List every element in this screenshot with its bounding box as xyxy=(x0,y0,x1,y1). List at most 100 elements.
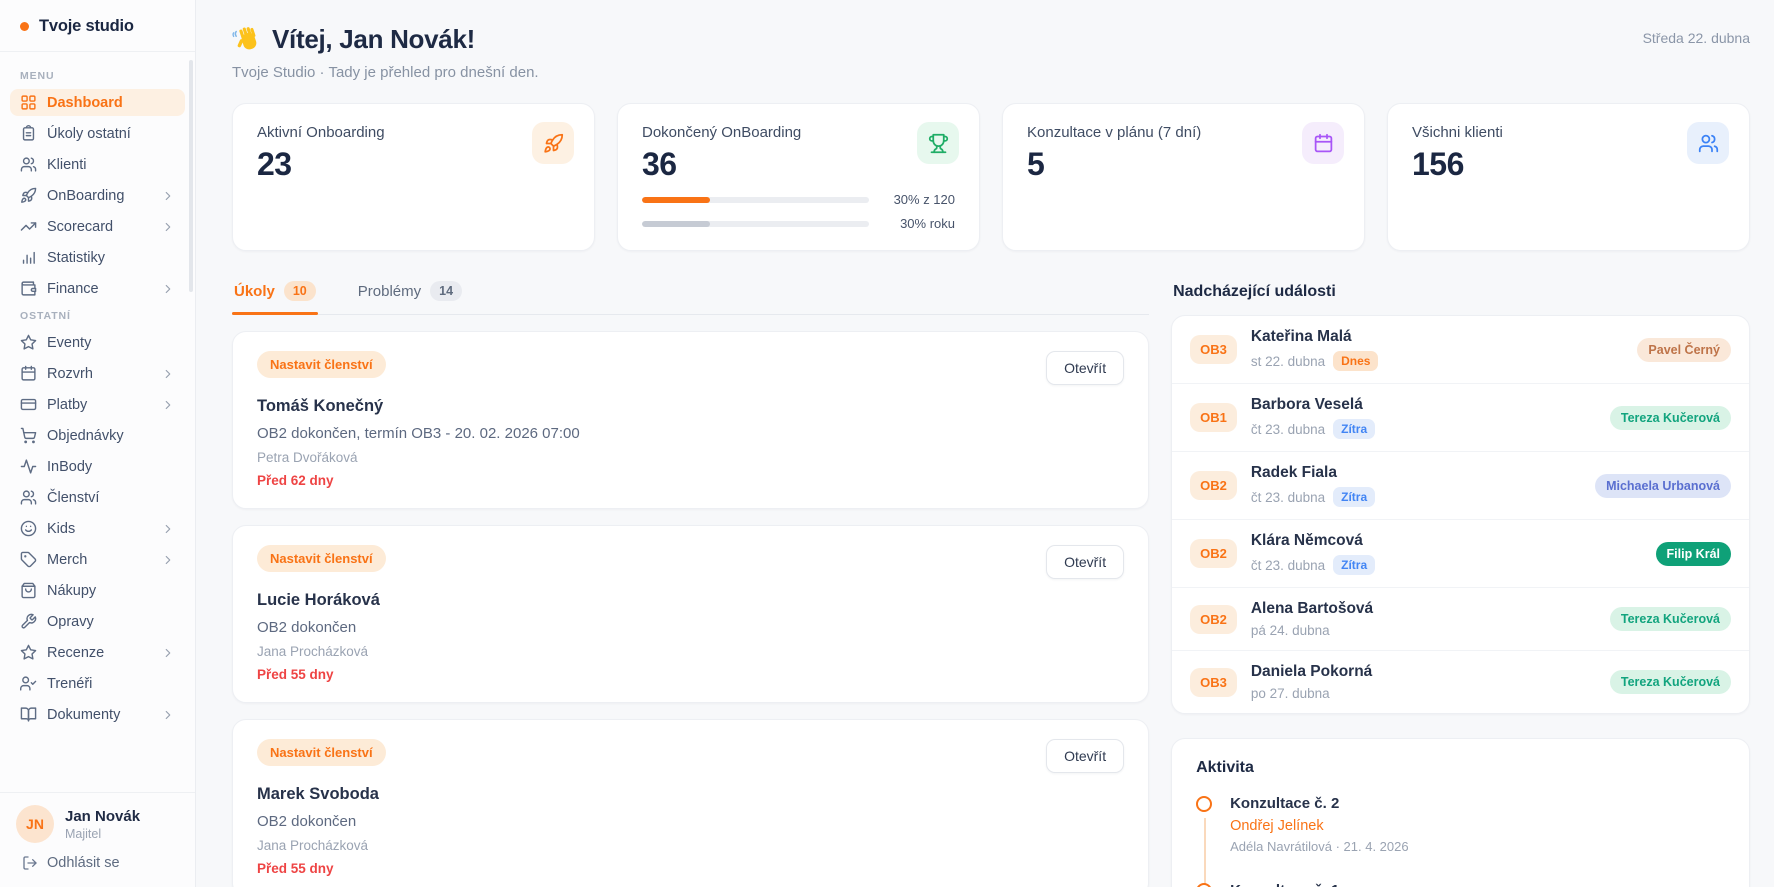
coach-badge: Michaela Urbanová xyxy=(1595,473,1731,498)
sidebar-item-label: Dashboard xyxy=(47,94,123,111)
sidebar-item-label: Rozvrh xyxy=(47,365,93,382)
event-client-name: Alena Bartošová xyxy=(1250,600,1374,617)
sidebar-item-nakupy[interactable]: Nákupy xyxy=(10,577,185,604)
event-date: čt 23. dubna xyxy=(1250,421,1326,437)
book-open-icon xyxy=(20,706,37,723)
stage-badge: OB3 xyxy=(1190,335,1237,364)
sidebar-item-rozvrh[interactable]: Rozvrh xyxy=(10,360,185,387)
stat-label: Dokončený OnBoarding xyxy=(642,124,802,141)
stat-value: 23 xyxy=(257,146,292,182)
logout-button[interactable]: Odhlásit se xyxy=(16,843,179,877)
chevron-right-icon xyxy=(161,522,175,536)
sidebar-item-dokumenty[interactable]: Dokumenty xyxy=(10,701,185,728)
event-client-name: Daniela Pokorná xyxy=(1250,663,1373,680)
rocket-icon xyxy=(532,122,574,164)
day-badge: Zítra xyxy=(1333,555,1376,575)
progress-track xyxy=(642,196,869,203)
sidebar-item-opravy[interactable]: Opravy xyxy=(10,608,185,635)
event-date: po 27. dubna xyxy=(1250,686,1330,701)
brand: Tvoje studio xyxy=(0,0,195,52)
sidebar-item-objednavky[interactable]: Objednávky xyxy=(10,422,185,449)
smile-icon xyxy=(20,520,37,537)
event-date: čt 23. dubna xyxy=(1250,489,1326,505)
open-task-button[interactable]: Otevřít xyxy=(1046,351,1125,385)
timeline-dot-icon xyxy=(1196,883,1213,887)
stat-card-consultations: Konzultace v plánu (7 dní) 5 xyxy=(1002,103,1365,251)
event-client-name: Barbora Veselá xyxy=(1250,396,1363,413)
sidebar-item-statistiky[interactable]: Statistiky xyxy=(10,244,185,271)
sidebar-item-dashboard[interactable]: Dashboard xyxy=(10,89,185,116)
sidebar-item-clenstvi[interactable]: Členství xyxy=(10,484,185,511)
progress-label: 30% roku xyxy=(900,216,955,231)
sidebar-item-onboarding[interactable]: OnBoarding xyxy=(10,182,185,209)
task-type-badge: Nastavit členství xyxy=(257,545,386,572)
sidebar-item-ukoly-ostatni[interactable]: Úkoly ostatní xyxy=(10,120,185,147)
sidebar-item-inbody[interactable]: InBody xyxy=(10,453,185,480)
star-icon xyxy=(20,334,37,351)
sidebar-item-label: InBody xyxy=(47,458,93,475)
coach-badge: Tereza Kučerová xyxy=(1609,670,1731,694)
page-subtitle: Tvoje Studio · Tady je přehled pro dnešn… xyxy=(232,64,539,81)
tab-label: Úkoly xyxy=(234,282,275,300)
stats-row: Aktivní Onboarding 23 Dokončený OnBoardi… xyxy=(232,103,1750,251)
sidebar-item-finance[interactable]: Finance xyxy=(10,275,185,302)
event-row[interactable]: OB3 Kateřina Malá st 22. dubna Dnes Pave… xyxy=(1172,316,1749,384)
activity-item: Konzultace č. 2 Ondřej Jelínek Adéla Nav… xyxy=(1196,795,1725,884)
tab-problemy[interactable]: Problémy 14 xyxy=(356,279,464,314)
sidebar-item-label: Nákupy xyxy=(47,582,97,599)
activity-item-title: Konzultace č. 2 xyxy=(1230,795,1340,812)
user-row[interactable]: JN Jan Novák Majitel xyxy=(16,805,179,843)
dashboard-grid-icon xyxy=(20,94,37,111)
event-row[interactable]: OB2 Klára Němcová čt 23. dubna Zítra Fil… xyxy=(1172,520,1749,588)
events-title: Nadcházející události xyxy=(1173,283,1336,300)
user-role: Majitel xyxy=(65,826,102,841)
sidebar-item-klienti[interactable]: Klienti xyxy=(10,151,185,178)
stat-value: 156 xyxy=(1412,146,1464,182)
trending-up-icon xyxy=(20,218,37,235)
clipboard-icon xyxy=(20,125,37,142)
stat-label: Konzultace v plánu (7 dní) xyxy=(1027,124,1202,141)
task-client-name: Lucie Horáková xyxy=(257,591,380,609)
sidebar-item-merch[interactable]: Merch xyxy=(10,546,185,573)
logout-icon xyxy=(22,855,38,871)
sidebar-item-recenze[interactable]: Recenze xyxy=(10,639,185,666)
chevron-right-icon xyxy=(161,367,175,381)
sidebar-item-label: OnBoarding xyxy=(47,187,125,204)
stat-label: Aktivní Onboarding xyxy=(257,124,385,141)
event-row[interactable]: OB2 Radek Fiala čt 23. dubna Zítra Micha… xyxy=(1172,452,1749,520)
progress-track xyxy=(642,220,869,227)
user-name: Jan Novák xyxy=(65,807,141,825)
shopping-bag-icon xyxy=(20,582,37,599)
sidebar-item-eventy[interactable]: Eventy xyxy=(10,329,185,356)
task-overdue-label: Před 55 dny xyxy=(257,667,334,682)
stage-badge: OB2 xyxy=(1190,539,1237,568)
day-badge: Zítra xyxy=(1333,419,1376,439)
sidebar-item-label: Objednávky xyxy=(47,427,124,444)
tab-ukoly[interactable]: Úkoly 10 xyxy=(232,279,318,315)
task-assignee: Petra Dvořáková xyxy=(257,450,358,465)
users-icon xyxy=(20,489,37,506)
tabs-bar: Úkoly 10 Problémy 14 xyxy=(232,279,1150,315)
sidebar-scrollbar-thumb[interactable] xyxy=(189,60,193,292)
users-icon xyxy=(20,156,37,173)
sidebar-item-treneri[interactable]: Trenéři xyxy=(10,670,185,697)
sidebar-item-scorecard[interactable]: Scorecard xyxy=(10,213,185,240)
task-card: Nastavit členství Otevřít Marek Svoboda … xyxy=(232,719,1150,887)
progress-group: 30% z 120 30% roku xyxy=(642,183,955,231)
sidebar-item-label: Recenze xyxy=(47,644,105,661)
event-row[interactable]: OB2 Alena Bartošová pá 24. dubna Tereza … xyxy=(1172,588,1749,651)
open-task-button[interactable]: Otevřít xyxy=(1046,545,1125,579)
event-row[interactable]: OB1 Barbora Veselá čt 23. dubna Zítra Te… xyxy=(1172,384,1749,452)
stat-card-completed-onboarding: Dokončený OnBoarding 36 30% z 120 30% ro… xyxy=(617,103,980,251)
wave-hand-icon xyxy=(232,25,261,54)
nav-section-other: OSTATNÍ xyxy=(20,310,71,322)
sidebar-item-kids[interactable]: Kids xyxy=(10,515,185,542)
task-type-badge: Nastavit členství xyxy=(257,351,386,378)
event-client-name: Klára Němcová xyxy=(1250,532,1363,549)
tasks-column: Úkoly 10 Problémy 14 Nastavit členství O… xyxy=(232,279,1150,887)
sidebar-item-platby[interactable]: Platby xyxy=(10,391,185,418)
sidebar-item-label: Trenéři xyxy=(47,675,93,692)
open-task-button[interactable]: Otevřít xyxy=(1046,739,1125,773)
chevron-right-icon xyxy=(161,708,175,722)
event-row[interactable]: OB3 Daniela Pokorná po 27. dubna Tereza … xyxy=(1172,651,1749,713)
